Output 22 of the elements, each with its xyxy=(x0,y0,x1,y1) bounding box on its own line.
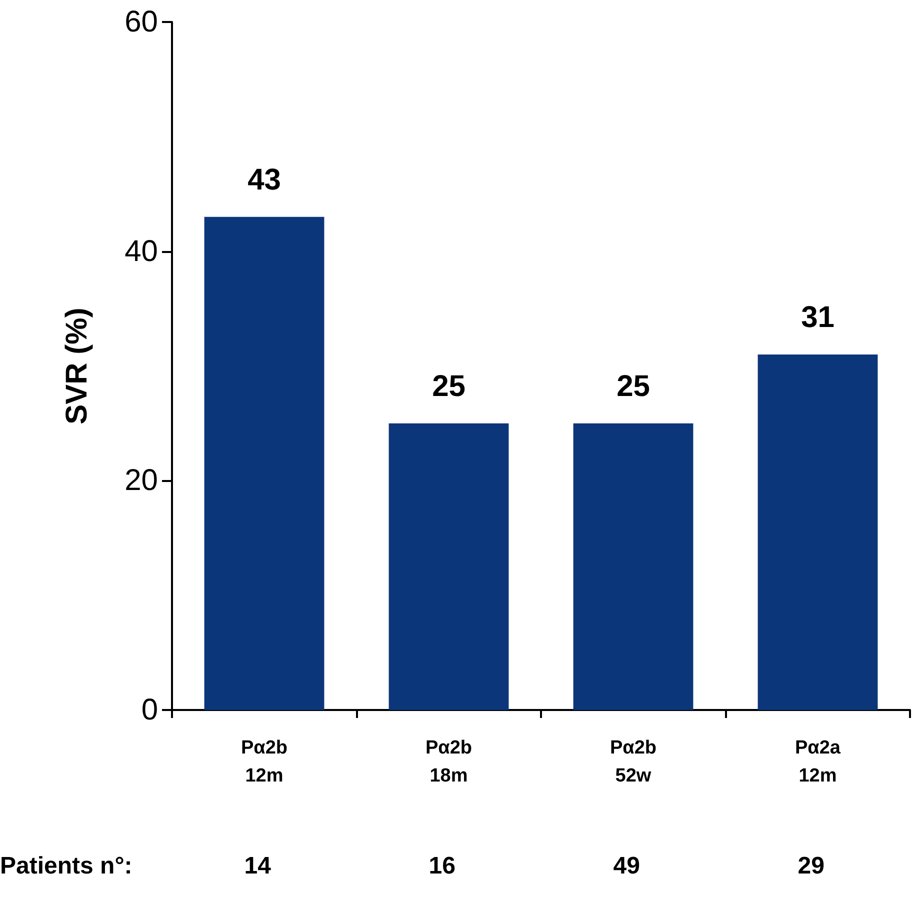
text: Patients n°: xyxy=(0,852,132,880)
text: 14 xyxy=(244,852,272,880)
text: 49 xyxy=(613,852,640,880)
y-tick-label: 60 xyxy=(124,6,158,38)
data-label: 43 xyxy=(248,163,281,196)
text: 29 xyxy=(798,852,824,880)
data-label: 31 xyxy=(801,301,834,334)
y-tick-label: 20 xyxy=(124,464,158,498)
bar xyxy=(204,216,324,710)
data-label: 25 xyxy=(432,370,466,403)
x-tick-label: Pα2a 12m xyxy=(795,738,841,786)
bar xyxy=(388,423,509,710)
bar xyxy=(573,423,694,710)
x-tick-label: Pα2b 18m xyxy=(425,738,472,786)
x-tick-label: Pα2b 12m xyxy=(240,738,288,786)
y-tick-label: 0 xyxy=(141,694,158,726)
y-axis-title: SVR (%) xyxy=(60,308,94,424)
data-label: 25 xyxy=(616,370,650,403)
y-tick-label: 40 xyxy=(124,234,158,268)
text: 16 xyxy=(428,852,456,880)
x-tick-label: Pα2b 52w xyxy=(610,738,657,786)
bar xyxy=(758,354,878,710)
